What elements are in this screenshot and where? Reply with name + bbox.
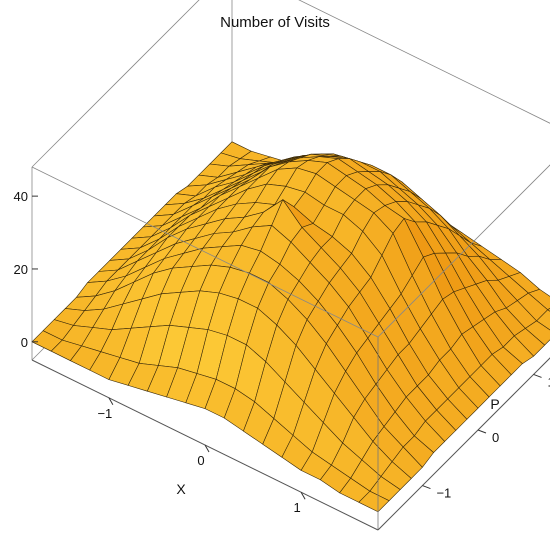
p-tick-label: 0 — [492, 430, 499, 445]
x-tick-mark — [204, 444, 210, 453]
p-tick-label: −1 — [436, 486, 451, 501]
x-tick-label: 0 — [197, 453, 204, 468]
box-edge — [31, 0, 200, 168]
x-tick-mark — [108, 397, 114, 406]
axis-ticks: −101−10102040 — [14, 189, 550, 515]
p-tick-label: 1 — [548, 374, 550, 389]
p-tick-mark — [533, 373, 542, 378]
x-tick-label: −1 — [97, 406, 112, 421]
p-axis-label: P — [490, 396, 499, 412]
p-tick-mark — [477, 429, 487, 434]
x-tick-mark — [300, 491, 306, 500]
surface-cell — [547, 307, 550, 312]
box-edge — [298, 0, 550, 124]
z-tick-label: 20 — [14, 262, 28, 277]
box-edge — [377, 164, 550, 338]
x-axis-label: X — [176, 481, 186, 497]
z-tick-label: 40 — [14, 189, 28, 204]
surface-mesh — [31, 141, 550, 513]
surface-cell — [358, 490, 390, 513]
x-tick-label: 1 — [293, 500, 300, 515]
box-edge — [31, 166, 379, 338]
z-tick-label: 0 — [21, 335, 28, 350]
p-tick-mark — [422, 485, 431, 490]
chart-title: Number of Visits — [220, 14, 330, 31]
